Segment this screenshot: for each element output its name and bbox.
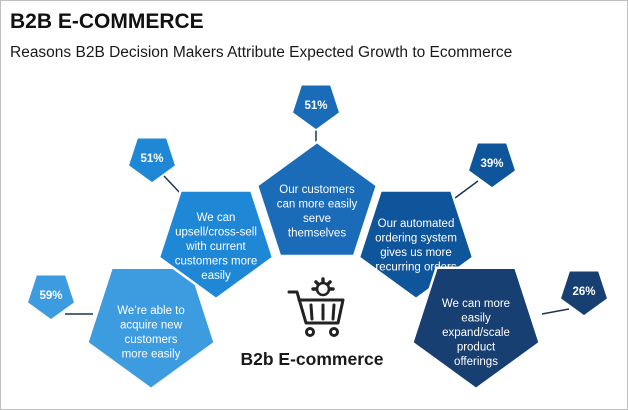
percent-badge-1: 59% xyxy=(26,274,76,321)
reason-text-line: gives us more xyxy=(380,247,452,259)
percent-badges: 59% 51% 51% 39% 26% xyxy=(26,84,609,321)
percent-badge-5: 26% xyxy=(559,270,609,317)
percent-badge-2: 51% xyxy=(127,137,177,184)
percent-badge-shape xyxy=(127,137,177,184)
reason-text-line: upsell/cross-sell xyxy=(175,227,257,239)
reason-pentagon-shape xyxy=(255,140,379,258)
percent-label: 39% xyxy=(480,158,503,170)
connector-line xyxy=(541,308,570,315)
reason-text-line: can more easily xyxy=(277,199,358,211)
reason-text-line: more easily xyxy=(122,349,181,361)
reason-text: We can upsell/cross-sell with current custo… xyxy=(175,212,257,282)
reason-text-line: easily xyxy=(201,270,231,282)
reason-text-line: acquire new xyxy=(120,320,183,332)
percent-badge-shape xyxy=(26,274,76,321)
reason-text-line: Our customers xyxy=(279,184,355,196)
reason-text-line: themselves xyxy=(288,228,346,240)
reason-pentagon-2: We can upsell/cross-sell with current custo… xyxy=(157,189,275,301)
reason-text: Our automated ordering system gives us mor… xyxy=(375,218,457,274)
connector-line xyxy=(163,175,182,195)
reason-pentagon-5: We can more easily expand/scale product offe… xyxy=(411,266,541,391)
reason-pentagon-shape xyxy=(86,266,216,391)
reason-text-line: easily xyxy=(461,313,491,325)
reason-text-line: with current xyxy=(185,241,246,253)
reason-text-line: product xyxy=(457,342,496,354)
percent-badge-3: 51% xyxy=(291,84,341,131)
shopping-cart-gear-icon xyxy=(287,277,345,337)
reason-pentagon-shape xyxy=(411,266,541,391)
percent-label: 26% xyxy=(572,286,595,298)
percent-badge-shape xyxy=(559,270,609,317)
percent-badge-4: 39% xyxy=(467,142,517,189)
reason-text-line: expand/scale xyxy=(442,327,510,339)
percent-badge-shape xyxy=(291,84,341,131)
center-label: B2b E-commerce xyxy=(241,349,384,369)
percent-label: 51% xyxy=(140,153,163,165)
reason-text-line: ordering system xyxy=(375,233,457,245)
reason-text-line: customers more xyxy=(175,256,257,268)
reason-text-line: We can xyxy=(197,212,236,224)
reason-text-line: We’re able to xyxy=(117,305,185,317)
reason-text-line: serve xyxy=(303,213,331,225)
reason-text: Our customers can more easily serve themsel… xyxy=(277,184,358,240)
reason-text-line: customers xyxy=(124,334,177,346)
reason-text: We can more easily expand/scale product offe… xyxy=(442,298,510,368)
percent-label: 59% xyxy=(39,290,62,302)
reason-text-line: offerings xyxy=(454,356,498,368)
reason-pentagons: We’re able to acquire new customers more ea… xyxy=(86,140,541,391)
reason-text-line: Our automated xyxy=(378,218,455,230)
percent-label: 51% xyxy=(304,100,327,112)
reason-pentagon-3: Our customers can more easily serve themsel… xyxy=(255,140,379,258)
slide-subtitle: Reasons B2B Decision Makers Attribute Ex… xyxy=(10,44,513,61)
reason-text-line: We can more xyxy=(442,298,510,310)
percent-badge-shape xyxy=(467,142,517,189)
reason-pentagon-1: We’re able to acquire new customers more ea… xyxy=(86,266,216,391)
reason-text: We’re able to acquire new customers more ea… xyxy=(117,305,185,361)
reason-pentagon-shape xyxy=(157,189,275,301)
connector-line xyxy=(454,180,479,199)
slide-title: B2B E-COMMERCE xyxy=(10,10,204,33)
